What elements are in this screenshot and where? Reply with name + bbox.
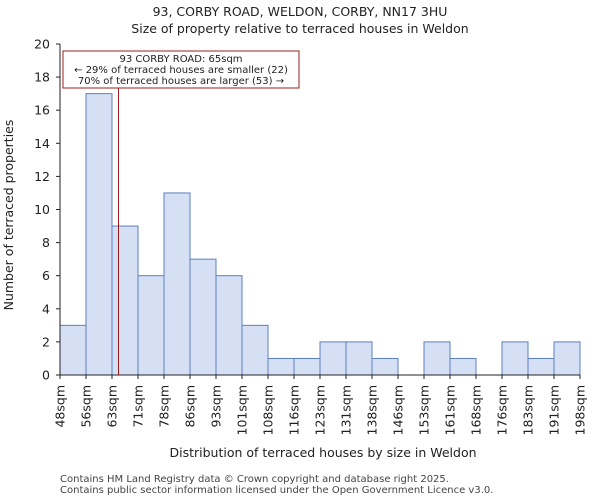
x-tick-label: 86sqm bbox=[183, 385, 198, 428]
bar-108sqm bbox=[267, 357, 295, 376]
bar-183sqm bbox=[527, 357, 555, 376]
bar-161sqm bbox=[449, 357, 477, 376]
y-tick-label: 20 bbox=[34, 37, 50, 52]
bar-63sqm bbox=[111, 225, 139, 376]
annotation-line-1: 93 CORBY ROAD: 65sqm bbox=[119, 54, 242, 65]
x-tick-label: 168sqm bbox=[469, 385, 484, 435]
bar-153sqm bbox=[423, 341, 451, 376]
x-tick-label: 101sqm bbox=[235, 385, 250, 435]
bar-48sqm bbox=[59, 324, 87, 376]
x-tick-label: 123sqm bbox=[313, 385, 328, 435]
annotation-line-3: 70% of terraced houses are larger (53) → bbox=[78, 76, 284, 87]
y-tick-label: 8 bbox=[42, 235, 50, 250]
x-tick-label: 93sqm bbox=[209, 385, 224, 428]
bar-93sqm bbox=[215, 275, 243, 376]
bar-116sqm bbox=[293, 357, 321, 376]
x-tick-label: 78sqm bbox=[157, 385, 172, 428]
x-tick-label: 161sqm bbox=[443, 385, 458, 435]
y-tick-label: 2 bbox=[42, 334, 50, 349]
x-tick-label: 183sqm bbox=[521, 385, 536, 435]
bar-101sqm bbox=[241, 324, 269, 376]
x-tick-label: 153sqm bbox=[417, 385, 432, 435]
bar-56sqm bbox=[85, 93, 113, 376]
annotation-box bbox=[62, 50, 300, 89]
chart-title: 93, CORBY ROAD, WELDON, CORBY, NN17 3HU bbox=[152, 4, 448, 19]
bar-131sqm bbox=[345, 341, 373, 376]
bar-86sqm bbox=[189, 258, 217, 376]
y-tick-label: 14 bbox=[34, 136, 50, 151]
x-tick-label: 198sqm bbox=[573, 385, 588, 435]
y-tick-label: 18 bbox=[34, 70, 50, 85]
x-tick-label: 176sqm bbox=[495, 385, 510, 435]
bar-191sqm bbox=[553, 341, 581, 376]
footer-copyright: Contains HM Land Registry data © Crown c… bbox=[60, 474, 449, 485]
x-tick-label: 71sqm bbox=[131, 385, 146, 428]
footer-licence: Contains public sector information licen… bbox=[60, 485, 494, 496]
x-tick-label: 56sqm bbox=[79, 385, 94, 428]
y-axis-label: Number of terraced properties bbox=[1, 120, 16, 311]
y-tick-label: 0 bbox=[42, 368, 50, 383]
bar-78sqm bbox=[163, 192, 191, 376]
chart-subtitle: Size of property relative to terraced ho… bbox=[131, 21, 469, 36]
y-tick-label: 16 bbox=[34, 103, 50, 118]
x-tick-label: 138sqm bbox=[365, 385, 380, 435]
x-axis-label: Distribution of terraced houses by size … bbox=[169, 445, 476, 460]
x-tick-label: 63sqm bbox=[105, 385, 120, 428]
bar-71sqm bbox=[137, 275, 165, 376]
bar-138sqm bbox=[371, 357, 399, 376]
y-tick-label: 12 bbox=[34, 169, 50, 184]
x-tick-label: 108sqm bbox=[261, 385, 276, 435]
y-tick-label: 6 bbox=[42, 268, 50, 283]
x-tick-label: 146sqm bbox=[391, 385, 406, 435]
bar-123sqm bbox=[319, 341, 347, 376]
x-tick-label: 48sqm bbox=[53, 385, 68, 428]
y-tick-label: 10 bbox=[34, 202, 50, 217]
annotation-line-2: ← 29% of terraced houses are smaller (22… bbox=[74, 65, 288, 76]
bar-176sqm bbox=[501, 341, 529, 376]
x-tick-label: 116sqm bbox=[287, 385, 302, 435]
y-tick-label: 4 bbox=[42, 301, 50, 316]
x-tick-label: 191sqm bbox=[547, 385, 562, 435]
x-tick-label: 131sqm bbox=[339, 385, 354, 435]
